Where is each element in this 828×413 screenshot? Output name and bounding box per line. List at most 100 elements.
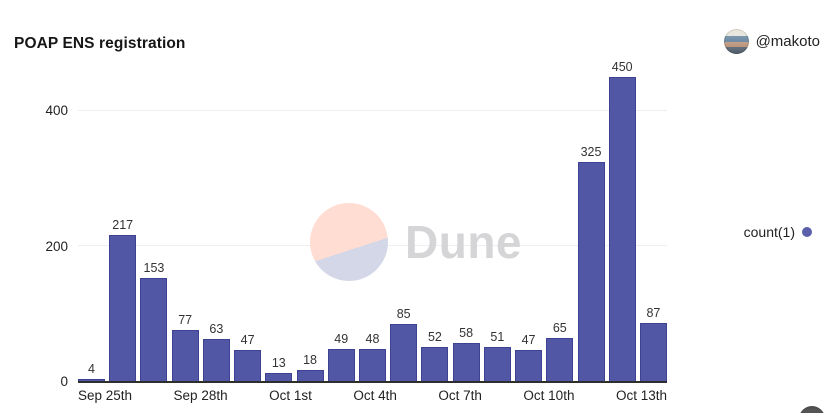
bar-slot: 47 — [234, 333, 262, 382]
bar-slot: 52 — [421, 330, 449, 382]
x-tick-label: Oct 1st — [269, 388, 312, 403]
bar-value-label: 85 — [396, 307, 411, 321]
x-tick-slot: Oct 4th — [353, 388, 397, 403]
x-tick-slot — [312, 388, 333, 403]
bar-slot: 13 — [265, 356, 293, 382]
x-tick-slot: Sep 28th — [174, 388, 228, 403]
legend[interactable]: count(1) — [744, 224, 812, 240]
bar-value-label: 325 — [580, 145, 602, 159]
gridline — [78, 110, 667, 111]
bar-slot: 49 — [327, 332, 355, 382]
bar-value-label: 58 — [459, 326, 474, 340]
bar-value-label: 47 — [521, 333, 536, 347]
y-tick-label: 0 — [60, 374, 68, 389]
bar-slot: 51 — [483, 330, 511, 382]
bar-value-label: 13 — [271, 356, 286, 370]
x-axis-line — [78, 381, 667, 383]
plot-area: Dune 4 217 153 77 63 47 13 18 49 48 85 52 58 51 47 65 32… — [78, 52, 667, 383]
bar-slot: 153 — [140, 261, 168, 382]
bar[interactable] — [140, 278, 168, 382]
bar-slot: 87 — [639, 306, 667, 382]
bar-value-label: 52 — [427, 330, 442, 344]
bar[interactable] — [171, 330, 199, 382]
x-tick-label: Oct 10th — [523, 388, 575, 403]
author-badge[interactable]: @makoto — [723, 29, 820, 54]
bar-value-label: 51 — [490, 330, 505, 344]
dune-watermark: Dune — [310, 203, 522, 281]
bar[interactable] — [421, 347, 449, 382]
x-tick-slot — [397, 388, 418, 403]
x-tick-label: Sep 25th — [78, 388, 133, 403]
bar[interactable] — [577, 162, 605, 382]
x-axis-ticks: Sep 25th Sep 28th Oct 1st Oct 4th Oct 7th Oct… — [78, 388, 667, 403]
bar[interactable] — [639, 323, 667, 382]
bar-slot: 63 — [202, 322, 230, 382]
x-tick-slot: Oct 1st — [269, 388, 312, 403]
bar-slot: 4 — [78, 362, 105, 382]
x-tick-label: Oct 13th — [615, 388, 667, 403]
x-tick-label: Oct 4th — [353, 388, 397, 403]
y-tick-label: 200 — [45, 238, 68, 254]
bar[interactable] — [515, 350, 543, 382]
chart-title: POAP ENS registration — [14, 35, 186, 52]
bar-value-label: 450 — [611, 60, 633, 74]
bar-slot: 325 — [577, 145, 605, 382]
x-tick-slot — [503, 388, 524, 403]
legend-dot-icon — [802, 227, 812, 237]
x-tick-slot — [574, 388, 595, 403]
bar-slot: 48 — [358, 332, 386, 382]
x-tick-slot — [595, 388, 616, 403]
bar[interactable] — [265, 373, 293, 382]
bar-value-label: 4 — [88, 362, 95, 376]
bar-slot: 18 — [296, 353, 324, 382]
y-axis: 0 200 400 — [0, 52, 78, 389]
x-tick-slot: Oct 7th — [438, 388, 482, 403]
avatar — [723, 29, 749, 54]
bar[interactable] — [234, 350, 262, 382]
bar-slot: 77 — [171, 313, 199, 382]
x-tick-slot: Sep 25th — [78, 388, 132, 403]
bar[interactable] — [78, 379, 105, 382]
bar[interactable] — [358, 349, 386, 382]
bar[interactable] — [546, 338, 574, 382]
bar[interactable] — [608, 77, 636, 382]
x-tick-slot: Oct 10th — [523, 388, 574, 403]
x-tick-slot — [153, 388, 174, 403]
bar-slot: 450 — [608, 60, 636, 382]
x-tick-slot — [132, 388, 153, 403]
bottom-right-widget[interactable] — [799, 406, 825, 413]
bar-value-label: 18 — [303, 353, 317, 367]
bar[interactable] — [390, 324, 418, 382]
bar-slot: 65 — [546, 321, 574, 382]
bar-value-label: 49 — [334, 332, 349, 346]
bar[interactable] — [202, 339, 230, 382]
bar-value-label: 65 — [552, 321, 567, 335]
bar-value-label: 87 — [646, 306, 661, 320]
bar[interactable] — [452, 343, 480, 382]
bars-row: 4 217 153 77 63 47 13 18 49 48 85 52 58 51 47 65 325 450 8… — [78, 52, 667, 382]
bar-value-label: 48 — [365, 332, 380, 346]
bar-value-label: 63 — [209, 322, 224, 336]
bar-value-label: 47 — [240, 333, 255, 347]
x-tick-label: Oct 7th — [438, 388, 482, 403]
bar[interactable] — [296, 370, 324, 382]
bar-value-label: 77 — [178, 313, 193, 327]
bar-slot: 58 — [452, 326, 480, 382]
bar[interactable] — [483, 347, 511, 382]
dune-watermark-text: Dune — [405, 216, 522, 268]
bar[interactable] — [327, 349, 355, 382]
x-tick-slot — [333, 388, 354, 403]
x-tick-slot — [248, 388, 269, 403]
dune-logo-icon — [310, 203, 388, 281]
x-tick-label: Sep 28th — [173, 388, 228, 403]
bar-slot: 217 — [109, 218, 137, 382]
bar[interactable] — [109, 235, 137, 382]
author-handle[interactable]: @makoto — [755, 33, 820, 50]
y-tick-label: 400 — [45, 103, 68, 118]
x-tick-slot — [228, 388, 249, 403]
x-tick-slot — [418, 388, 439, 403]
bar-value-label: 153 — [143, 261, 165, 275]
bar-slot: 85 — [390, 307, 418, 382]
legend-label[interactable]: count(1) — [743, 224, 795, 240]
